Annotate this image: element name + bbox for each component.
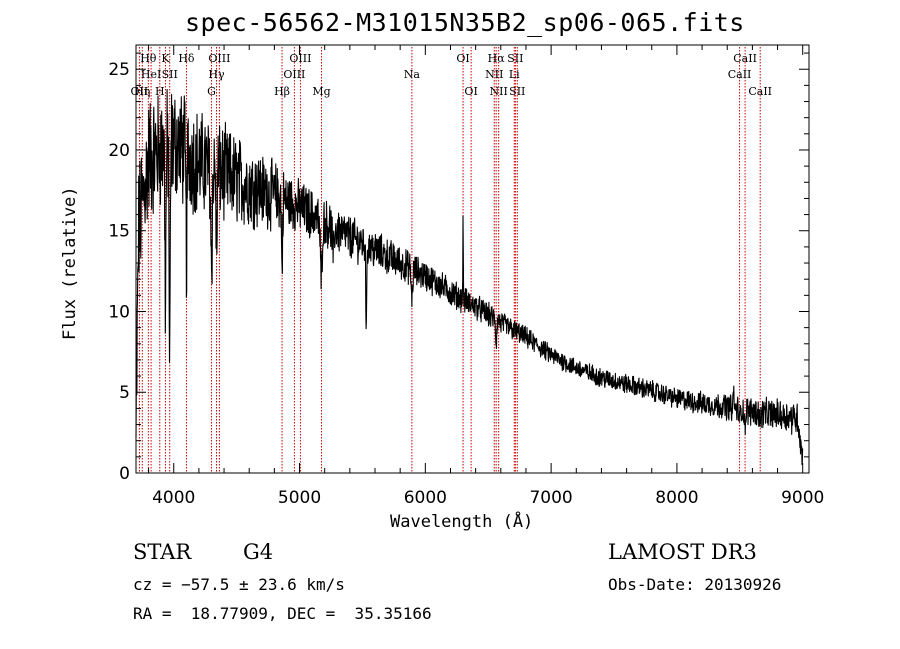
line-marker-label: OI	[464, 85, 477, 98]
x-tick-label: 9000	[781, 488, 824, 508]
x-tick-label: 7000	[529, 488, 572, 508]
line-marker-label: SII	[507, 52, 523, 65]
coordinates-info: RA = 18.77909, DEC = 35.35166	[133, 604, 432, 623]
line-marker-label: Hδ	[178, 52, 195, 65]
spectrum-series	[135, 89, 804, 466]
marker-labels: OIIHηHθHeIHKSIIHδGHγOIIIHβOIIIOIIIMgNaOI…	[131, 52, 772, 98]
line-marker-label: OIII	[289, 52, 311, 65]
line-marker-label: G	[207, 85, 216, 98]
y-tick-label: 0	[119, 464, 130, 484]
x-tick-label: 5000	[278, 488, 321, 508]
line-marker-label: Hγ	[208, 68, 225, 81]
line-marker-label: CaII	[748, 85, 772, 98]
chart-title: spec-56562-M31015N35B2_sp06-065.fits	[185, 8, 745, 37]
observation-date: Obs-Date: 20130926	[608, 575, 782, 594]
line-marker-label: OI	[456, 52, 469, 65]
object-class: STAR	[133, 540, 192, 564]
y-tick-label: 10	[108, 302, 130, 322]
line-marker-label: Mg	[312, 85, 330, 98]
axes-frame	[135, 44, 810, 474]
x-tick-label: 6000	[404, 488, 447, 508]
line-marker-label: OIII	[283, 68, 305, 81]
line-marker-label: Na	[404, 68, 421, 81]
line-markers	[138, 47, 761, 473]
y-tick-label: 5	[119, 383, 130, 403]
redshift-info: cz = −57.5 ± 23.6 km/s	[133, 575, 345, 594]
line-marker-label: NII	[485, 68, 503, 81]
line-marker-label: K	[161, 52, 170, 65]
line-marker-label: CaII	[728, 68, 752, 81]
object-subclass: G4	[243, 540, 274, 564]
plot-frame	[135, 44, 810, 474]
y-tick-label: 20	[108, 141, 130, 161]
line-marker-label: H	[155, 85, 165, 98]
line-marker-label: Hα	[488, 52, 506, 65]
x-axis-label: Wavelength (Å)	[390, 512, 534, 532]
line-marker-label: Hβ	[274, 85, 290, 98]
x-tick-label: 8000	[655, 488, 698, 508]
line-marker-label: SII	[509, 85, 525, 98]
line-marker-label: CaII	[733, 52, 757, 65]
y-axis-label: Flux (relative)	[60, 186, 80, 340]
line-marker-label: Hη	[134, 85, 150, 98]
line-marker-label: Hθ	[140, 52, 157, 65]
axis-ticks: 4000 5000 6000 7000 8000 9000 0 5 10 15 20 25	[108, 45, 824, 508]
line-marker-label: NII	[490, 85, 508, 98]
line-marker-label: OIII	[208, 52, 230, 65]
line-marker-label: Li	[509, 68, 520, 81]
y-tick-label: 15	[108, 222, 130, 242]
line-marker-label: SII	[162, 68, 178, 81]
x-tick-label: 4000	[152, 488, 195, 508]
spectrum-line	[135, 89, 804, 466]
y-tick-label: 25	[108, 60, 130, 80]
line-marker-label: OII	[131, 85, 149, 98]
line-marker-label: HeI	[141, 68, 161, 81]
survey-name: LAMOST DR3	[608, 540, 757, 564]
